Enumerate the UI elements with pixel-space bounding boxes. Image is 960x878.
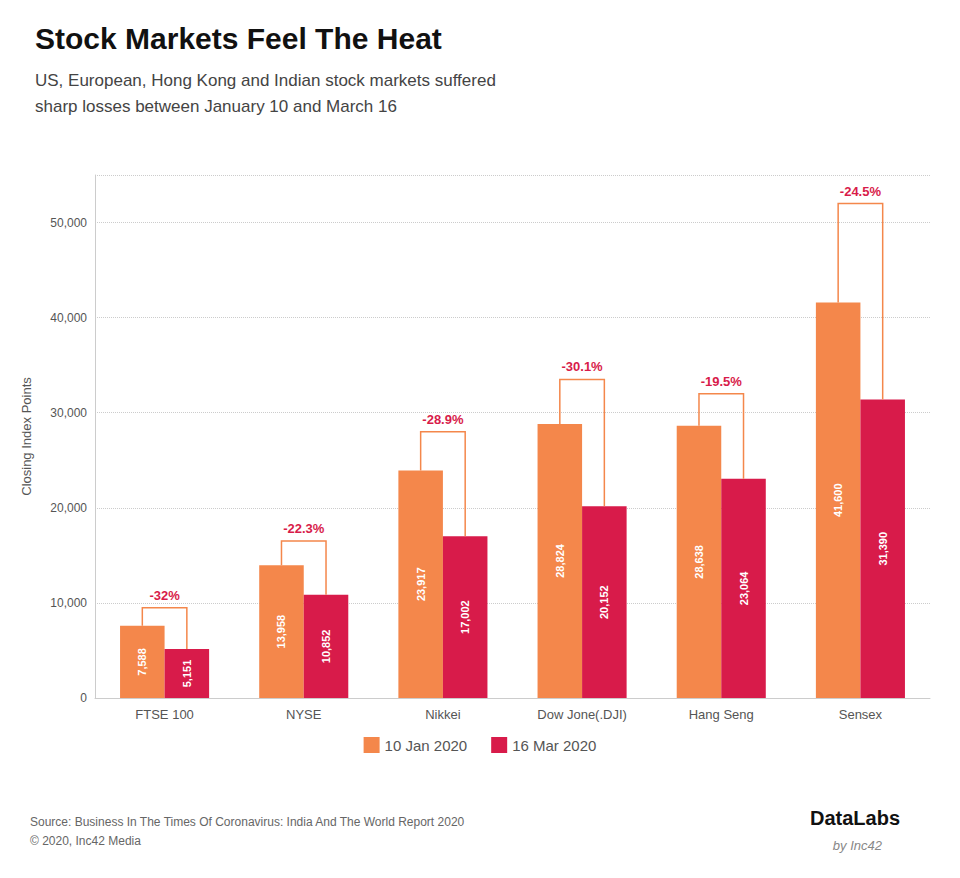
svg-text:-24.5%: -24.5% — [840, 184, 882, 199]
svg-text:US, European, Hong Kong and In: US, European, Hong Kong and Indian stock… — [35, 71, 496, 90]
svg-text:0: 0 — [80, 691, 87, 705]
svg-text:-32%: -32% — [149, 588, 180, 603]
svg-text:Source: Business In The Times: Source: Business In The Times Of Coronav… — [30, 815, 465, 829]
svg-text:by Inc42: by Inc42 — [833, 838, 883, 853]
svg-text:20,000: 20,000 — [50, 501, 87, 515]
svg-text:-19.5%: -19.5% — [701, 374, 743, 389]
svg-text:-28.9%: -28.9% — [422, 412, 464, 427]
svg-text:Sensex: Sensex — [839, 707, 883, 722]
svg-text:-22.3%: -22.3% — [283, 521, 325, 536]
svg-text:30,000: 30,000 — [50, 406, 87, 420]
svg-text:© 2020, Inc42 Media: © 2020, Inc42 Media — [30, 834, 141, 848]
svg-text:23,064: 23,064 — [738, 571, 750, 606]
svg-text:13,958: 13,958 — [275, 615, 287, 649]
svg-text:10,000: 10,000 — [50, 596, 87, 610]
svg-text:41,600: 41,600 — [832, 483, 844, 517]
svg-text:DataLabs: DataLabs — [810, 807, 900, 829]
svg-text:23,917: 23,917 — [415, 567, 427, 601]
svg-text:50,000: 50,000 — [50, 216, 87, 230]
svg-text:FTSE 100: FTSE 100 — [135, 707, 194, 722]
svg-text:7,588: 7,588 — [136, 648, 148, 676]
svg-text:Hang Seng: Hang Seng — [689, 707, 754, 722]
svg-text:5,151: 5,151 — [181, 660, 193, 688]
svg-text:28,824: 28,824 — [554, 543, 566, 578]
svg-text:16 Mar 2020: 16 Mar 2020 — [512, 737, 596, 754]
svg-text:Stock Markets Feel The Heat: Stock Markets Feel The Heat — [35, 22, 442, 55]
svg-text:20,152: 20,152 — [598, 585, 610, 619]
svg-text:10 Jan 2020: 10 Jan 2020 — [385, 737, 468, 754]
svg-text:28,638: 28,638 — [693, 545, 705, 579]
svg-text:NYSE: NYSE — [286, 707, 322, 722]
svg-text:Closing Index Points: Closing Index Points — [19, 377, 34, 496]
svg-text:10,852: 10,852 — [320, 630, 332, 664]
svg-text:40,000: 40,000 — [50, 311, 87, 325]
svg-text:17,002: 17,002 — [459, 600, 471, 634]
svg-text:sharp losses between January 1: sharp losses between January 10 and Marc… — [35, 97, 397, 116]
svg-text:Dow Jone(.DJI): Dow Jone(.DJI) — [537, 707, 627, 722]
svg-text:Nikkei: Nikkei — [425, 707, 461, 722]
svg-text:-30.1%: -30.1% — [561, 359, 603, 374]
svg-text:31,390: 31,390 — [877, 532, 889, 566]
